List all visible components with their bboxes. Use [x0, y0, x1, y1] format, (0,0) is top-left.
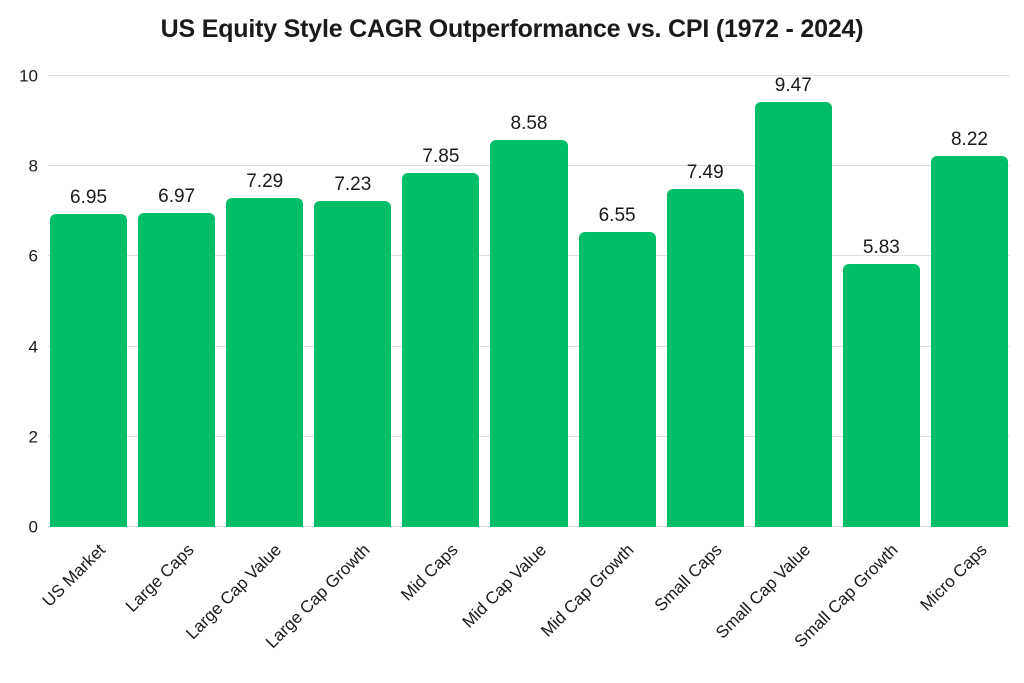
bar-value-label: 6.97 — [158, 185, 196, 207]
bar — [50, 213, 128, 527]
bar-value-label: 8.58 — [510, 113, 548, 135]
y-axis-tick-label: 0 — [28, 517, 38, 537]
bars-container: 6.95 US Market 6.97 Large Caps 7.29 Large Cap… — [39, 75, 1010, 652]
bar-column: 8.22 Micro Caps — [916, 76, 1009, 615]
bar — [666, 189, 744, 527]
bar — [754, 102, 832, 527]
x-axis-category-label: Micro Caps — [915, 540, 991, 615]
bar-column: 6.95 US Market — [39, 76, 128, 611]
bar-value-label: 6.55 — [598, 204, 636, 226]
bar-column: 5.83 Small Cap Growth — [791, 76, 920, 651]
y-axis-tick-label: 2 — [28, 427, 38, 447]
bar-column: 7.49 Small Caps — [651, 76, 744, 615]
x-axis-category-label: Small Cap Value — [711, 540, 815, 643]
x-axis-category-label: Mid Cap Value — [458, 540, 550, 632]
bar — [930, 156, 1009, 527]
bar — [578, 231, 656, 527]
x-axis-category-label: Mid Caps — [397, 540, 462, 605]
y-axis-tick-label: 8 — [28, 156, 38, 176]
y-axis-tick-label: 4 — [28, 337, 38, 357]
bar-column: 9.47 Small Cap Value — [712, 75, 832, 642]
bar-column: 6.55 Mid Cap Growth — [538, 76, 656, 641]
bar-column: 7.85 Mid Caps — [397, 76, 480, 605]
y-axis-tick-label: 10 — [19, 66, 38, 86]
bar-value-label: 7.49 — [686, 162, 724, 184]
x-axis-category-label: Large Caps — [121, 540, 198, 616]
bar — [490, 140, 568, 527]
bar — [402, 172, 480, 527]
x-axis-category-label: Large Cap Value — [182, 540, 286, 644]
plot-area: 0 2 4 6 8 10 6.95 US Market 6.97 Large Caps 7.29 La… — [19, 68, 1010, 652]
bar-column: 7.23 Large Cap Growth — [262, 76, 392, 652]
bar-column: 6.97 Large Caps — [122, 76, 216, 616]
bar-column: 8.58 Mid Cap Value — [458, 76, 568, 632]
x-axis-category-label: Small Caps — [651, 540, 726, 616]
chart-title: US Equity Style CAGR Outperformance vs. … — [160, 15, 864, 43]
bar-value-label: 6.95 — [70, 186, 108, 208]
y-axis-tick-label: 6 — [28, 246, 38, 266]
bar — [842, 264, 920, 527]
gridline — [48, 75, 1010, 76]
bar-value-label: 7.85 — [422, 145, 460, 167]
bar — [226, 198, 304, 527]
bar — [138, 212, 216, 527]
bar-column: 7.29 Large Cap Value — [183, 76, 304, 643]
bar-value-label: 8.22 — [950, 129, 988, 151]
bar-value-label: 5.83 — [862, 237, 900, 259]
bar — [314, 200, 392, 527]
bar-value-label: 7.23 — [334, 173, 372, 195]
bar-value-label: 7.29 — [246, 171, 284, 193]
bar-value-label: 9.47 — [774, 75, 812, 96]
x-axis-category-label: Mid Cap Growth — [537, 540, 638, 641]
x-axis-category-label: US Market — [39, 540, 110, 611]
